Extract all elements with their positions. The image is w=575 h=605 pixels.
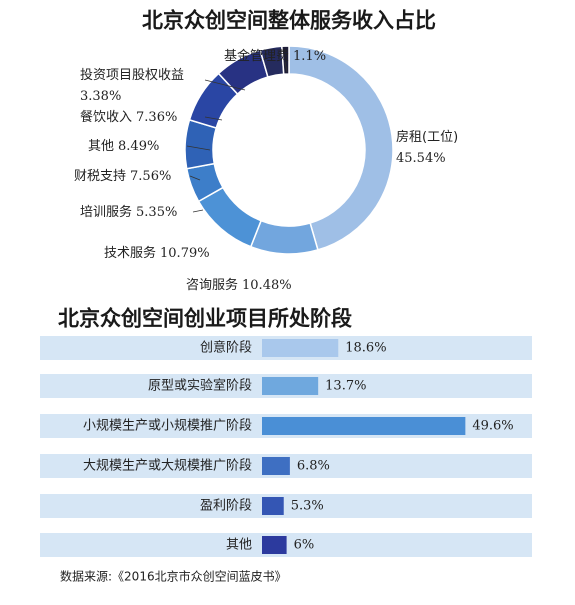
donut-label: 咨询服务 10.48% [186,277,292,293]
category-label: 其他 [88,139,114,154]
category-label: 投资项目股权收益 [80,67,184,83]
bar [262,377,319,395]
category-label: 小规模生产或小规模推广阶段 [83,419,252,434]
category-label: 其他 [226,538,252,553]
value-label: 45.54% [396,151,446,166]
leader-line [192,209,204,213]
value-label: 10.48% [242,278,292,293]
value-label: 5.3% [291,499,324,514]
donut-label: 投资项目股权收益 3.38% [80,67,184,104]
value-label: 7.56% [130,169,171,184]
bar [262,497,284,515]
donut-label: 基金管理费 1.1% [224,48,326,64]
leader-line [186,145,211,151]
category-label: 技术服务 [104,245,156,261]
source-note: 数据来源:《2016北京市众创空间蓝皮书》 [60,569,287,584]
category-label: 创意阶段 [200,340,252,356]
category-label: 财税支持 [74,169,126,184]
donut-label: 其他 8.49% [88,139,159,154]
donut-label: 房租(工位) 45.54% [396,129,458,166]
value-label: 49.6% [472,419,513,434]
bar [262,536,287,554]
bar [262,417,466,435]
donut-title: 北京众创空间整体服务收入占比 [142,8,436,33]
value-label: 6.8% [297,459,330,474]
category-label: 基金管理费 [224,48,289,64]
donut-label: 餐饮收入 7.36% [80,109,177,125]
value-label: 6% [294,538,315,553]
value-label: 18.6% [345,341,386,356]
leader-line [204,116,223,121]
bar-title: 北京众创空间创业项目所处阶段 [58,306,352,331]
donut-segment [288,45,394,251]
category-label: 大规模生产或大规模推广阶段 [83,459,252,474]
category-label: 餐饮收入 [80,109,132,125]
leader-line [284,61,288,73]
value-label: 3.38% [80,89,121,104]
bar [262,457,290,475]
category-label: 房租(工位) [396,129,458,145]
bar [262,339,339,357]
value-label: 5.35% [136,205,177,220]
value-label: 8.49% [118,139,159,154]
value-label: 13.7% [325,379,366,394]
donut-label: 财税支持 7.56% [74,169,171,184]
category-label: 咨询服务 [186,277,238,293]
row-band [40,494,532,518]
category-label: 原型或实验室阶段 [148,378,252,394]
donut-segment [281,45,290,75]
value-label: 1.1% [293,49,326,64]
leader-line [204,79,246,91]
donut-segment [249,219,319,255]
category-label: 培训服务 [80,204,132,220]
category-label: 盈利阶段 [200,499,252,514]
donut-label: 技术服务 10.79% [104,245,210,261]
value-label: 10.79% [160,246,210,261]
donut-label: 培训服务 5.35% [80,204,177,220]
value-label: 7.36% [136,110,177,125]
leader-line [189,175,201,181]
